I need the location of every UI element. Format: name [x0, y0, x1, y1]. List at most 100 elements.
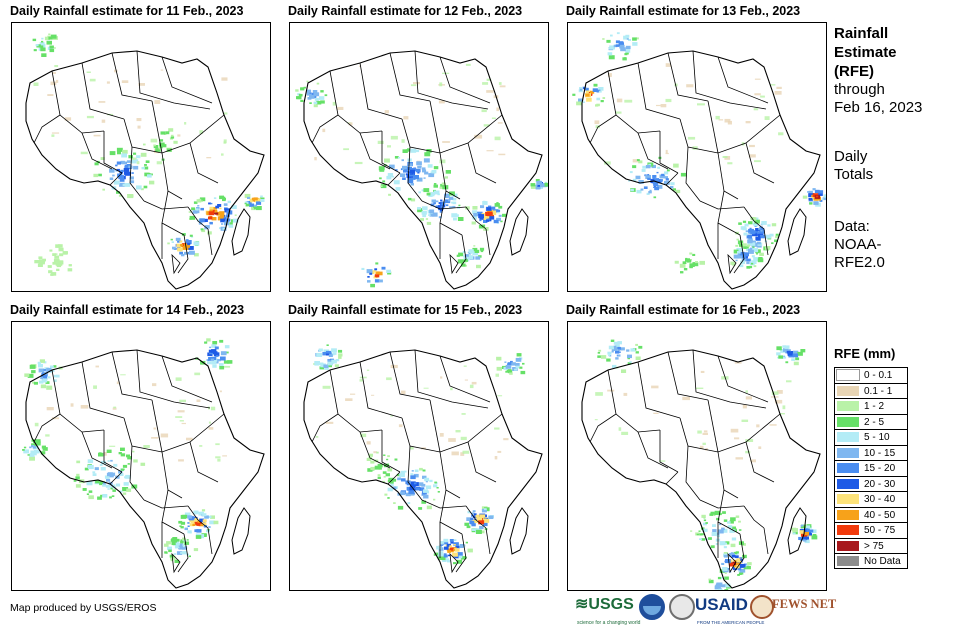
rain-cell: [229, 225, 234, 228]
rain-cell: [107, 450, 112, 453]
rain-cell: [384, 159, 390, 163]
rain-cell: [99, 101, 106, 103]
rain-cell: [55, 244, 60, 248]
rain-cell: [110, 151, 116, 155]
rain-cell: [161, 131, 166, 134]
rain-cell: [496, 357, 501, 361]
rain-cell: [730, 262, 735, 265]
rain-cell: [803, 196, 808, 199]
rain-cell: [758, 228, 760, 230]
rain-cell: [42, 446, 46, 449]
rain-cell: [48, 41, 52, 44]
rain-cell: [579, 87, 582, 89]
rain-cell: [457, 552, 462, 556]
rain-cell: [399, 473, 405, 477]
rain-cell: [181, 254, 184, 256]
rain-cell: [458, 205, 460, 206]
rain-cell: [701, 515, 705, 518]
rain-cell: [171, 540, 173, 541]
rain-cell: [437, 194, 440, 196]
rain-cell: [453, 562, 456, 564]
rain-cell: [455, 548, 460, 551]
rain-cell: [383, 455, 385, 456]
rain-cell: [172, 247, 176, 250]
rain-cell: [806, 525, 810, 528]
rain-cell: [442, 141, 450, 143]
rain-cell: [424, 152, 430, 156]
rain-cell: [444, 547, 449, 550]
legend-item: 20 - 30: [834, 476, 908, 492]
rain-cell: [295, 89, 298, 91]
rain-cell: [92, 471, 95, 473]
rain-cell: [480, 248, 484, 251]
rain-cell: [438, 551, 443, 555]
rain-cell: [472, 529, 475, 531]
rain-cell: [114, 181, 120, 185]
rain-cell: [206, 157, 211, 158]
totals-label: Totals: [834, 166, 964, 184]
legend-item: 40 - 50: [834, 507, 908, 523]
rain-cell: [189, 556, 191, 558]
rain-cell: [219, 208, 221, 210]
rain-cell: [617, 341, 622, 344]
rain-cell: [391, 136, 398, 140]
rain-cell: [703, 433, 709, 435]
rain-cell: [452, 452, 459, 456]
rain-cell: [129, 194, 134, 198]
rain-cell: [595, 392, 603, 396]
rain-cell: [194, 511, 199, 514]
rain-cell: [801, 525, 803, 527]
rain-cell: [472, 206, 477, 210]
rain-cell: [396, 187, 401, 191]
rain-cell: [337, 107, 343, 110]
rain-cell: [782, 345, 786, 348]
rain-cell: [680, 271, 683, 273]
rain-cell: [454, 539, 457, 541]
rain-cell: [211, 359, 214, 361]
map-panel-15-feb: Daily Rainfall estimate for 15 Feb., 202…: [289, 305, 549, 577]
rain-cell: [772, 223, 776, 226]
data-source-label: RFE2.0: [834, 254, 964, 272]
rain-cell: [147, 174, 152, 177]
rain-cell: [184, 122, 186, 125]
rain-cell: [754, 265, 757, 267]
rain-cell: [653, 413, 658, 414]
rain-cell: [338, 350, 342, 353]
rain-cell: [151, 437, 158, 439]
rain-cell: [33, 39, 37, 41]
rain-cell: [758, 258, 764, 262]
rain-cell: [408, 198, 412, 200]
rain-cell: [47, 376, 50, 378]
rain-cell: [497, 210, 500, 212]
rain-cell: [760, 235, 765, 238]
rain-cell: [498, 206, 502, 209]
rain-cell: [175, 416, 182, 418]
legend-label: > 75: [864, 541, 884, 552]
rainfall-map: [11, 22, 271, 292]
rain-cell: [459, 545, 463, 548]
rain-cell: [197, 399, 201, 402]
rain-cell: [221, 153, 224, 155]
rain-cell: [30, 365, 36, 369]
rain-cell: [731, 429, 739, 433]
rain-cell: [399, 424, 403, 427]
madagascar-outline: [232, 508, 250, 554]
rain-cell: [448, 200, 450, 202]
rain-cell: [738, 255, 742, 258]
rain-cell: [176, 377, 182, 381]
rain-cell: [433, 484, 437, 487]
rain-cell: [686, 84, 693, 87]
rain-cell: [466, 64, 471, 66]
rain-cell: [680, 264, 686, 268]
rain-cell: [597, 355, 601, 358]
rain-cell: [38, 264, 43, 268]
rain-cell: [196, 529, 201, 533]
rain-cell: [449, 197, 454, 200]
rain-cell: [161, 434, 168, 438]
rain-cell: [110, 488, 112, 490]
rain-cell: [765, 116, 770, 120]
rain-cell: [110, 178, 114, 181]
legend-swatch: [837, 448, 859, 458]
rain-cell: [627, 38, 629, 39]
rain-cell: [400, 173, 405, 177]
